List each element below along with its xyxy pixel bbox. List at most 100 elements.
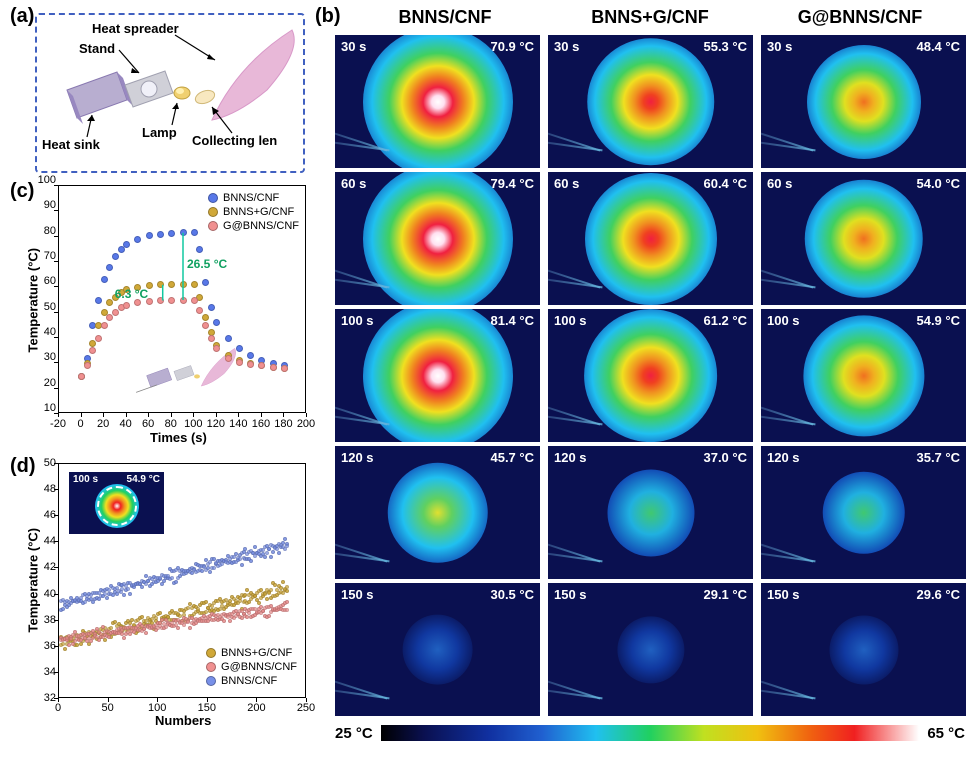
ytick: 46 — [26, 509, 56, 521]
thermal-cell: 30 s70.9 °C — [335, 35, 540, 168]
thermal-time-label: 150 s — [341, 587, 374, 602]
data-point — [247, 361, 254, 368]
legend-dot — [206, 676, 216, 686]
xtick: 160 — [249, 418, 273, 430]
data-point — [168, 230, 175, 237]
data-point — [79, 642, 83, 646]
thermal-temp-label: 60.4 °C — [703, 176, 747, 191]
hotspot — [822, 471, 905, 554]
ytick: 42 — [26, 561, 56, 573]
data-point — [271, 550, 275, 554]
data-point — [285, 589, 289, 593]
data-point — [176, 626, 180, 630]
data-point — [247, 352, 254, 359]
data-point — [267, 614, 271, 618]
legend-label: G@BNNS/CNF — [221, 661, 297, 673]
data-point — [146, 232, 153, 239]
panel-a-label: (a) — [10, 5, 34, 28]
data-point — [112, 253, 119, 260]
data-point — [285, 544, 289, 548]
xtick: 200 — [294, 418, 318, 430]
data-point — [106, 264, 113, 271]
annotation-delta2: 6.3 °C — [115, 287, 148, 301]
panel-d: (d) 100 s 54.9 °C BNNS+G/CNF G@BNNS/CNF … — [10, 455, 310, 735]
xtick: -20 — [46, 418, 70, 430]
colorbar-min: 25 °C — [335, 725, 373, 742]
data-point — [95, 335, 102, 342]
label-lamp: Lamp — [142, 125, 177, 140]
chart-d-legend: BNNS+G/CNF G@BNNS/CNF BNNS/CNF — [206, 647, 297, 689]
legend-label: BNNS+G/CNF — [223, 206, 294, 218]
ytick: 36 — [26, 640, 56, 652]
data-point — [101, 322, 108, 329]
data-point — [257, 601, 261, 605]
data-point — [168, 281, 175, 288]
data-point — [128, 592, 132, 596]
thermal-cell: 150 s29.6 °C — [761, 583, 966, 716]
data-point — [285, 608, 289, 612]
data-point — [157, 231, 164, 238]
label-heat-sink: Heat sink — [42, 137, 100, 152]
thermal-temp-label: 29.1 °C — [703, 587, 747, 602]
thermal-time-label: 100 s — [341, 313, 374, 328]
thermal-time-label: 60 s — [341, 176, 366, 191]
hotspot — [807, 45, 921, 159]
data-point — [107, 635, 111, 639]
legend-label: BNNS+G/CNF — [221, 647, 292, 659]
data-point — [101, 276, 108, 283]
label-stand: Stand — [79, 41, 115, 56]
colorbar: 25 °C 65 °C — [335, 723, 965, 743]
data-point — [97, 638, 101, 642]
data-point — [140, 615, 144, 619]
data-point — [208, 335, 215, 342]
hotspot — [587, 38, 715, 166]
thermal-temp-label: 29.6 °C — [916, 587, 960, 602]
data-point — [202, 322, 209, 329]
hotspot — [803, 315, 924, 436]
ytick: 38 — [26, 614, 56, 626]
data-point — [240, 563, 244, 567]
data-point — [106, 314, 113, 321]
ytick: 70 — [26, 250, 56, 262]
thermal-time-label: 150 s — [554, 587, 587, 602]
data-point — [281, 580, 285, 584]
ytick: 40 — [26, 326, 56, 338]
ytick: 34 — [26, 666, 56, 678]
xtick: 150 — [195, 702, 219, 714]
data-point — [236, 345, 243, 352]
xtick: 100 — [181, 418, 205, 430]
colorbar-max: 65 °C — [927, 725, 965, 742]
label-heat-spreader: Heat spreader — [92, 21, 179, 36]
legend-dot — [208, 207, 218, 217]
data-point — [225, 335, 232, 342]
panel-a-schematic: Heat spreader Stand Heat sink Lamp Colle… — [35, 13, 305, 173]
data-point — [78, 373, 85, 380]
chart-d-inset: 100 s 54.9 °C — [69, 472, 164, 534]
data-point — [122, 593, 126, 597]
data-point — [180, 229, 187, 236]
xtick: 250 — [294, 702, 318, 714]
data-point — [208, 570, 212, 574]
data-point — [180, 281, 187, 288]
data-point — [249, 559, 253, 563]
data-point — [84, 362, 91, 369]
thermal-cell: 60 s60.4 °C — [548, 172, 753, 305]
data-point — [112, 309, 119, 316]
thermal-temp-label: 45.7 °C — [490, 450, 534, 465]
data-point — [73, 630, 77, 634]
xtick: 40 — [114, 418, 138, 430]
data-point — [258, 362, 265, 369]
hotspot — [585, 173, 717, 305]
legend-dot — [208, 193, 218, 203]
thermal-time-label: 100 s — [767, 313, 800, 328]
data-point — [122, 636, 126, 640]
data-point — [180, 297, 187, 304]
inset-ring — [97, 486, 137, 526]
data-point — [196, 246, 203, 253]
xtick: 140 — [226, 418, 250, 430]
ytick: 80 — [26, 225, 56, 237]
xtick: 60 — [136, 418, 160, 430]
chart-c-legend: BNNS/CNF BNNS+G/CNF G@BNNS/CNF — [208, 192, 299, 234]
hotspot — [617, 616, 684, 683]
xtick: 120 — [204, 418, 228, 430]
